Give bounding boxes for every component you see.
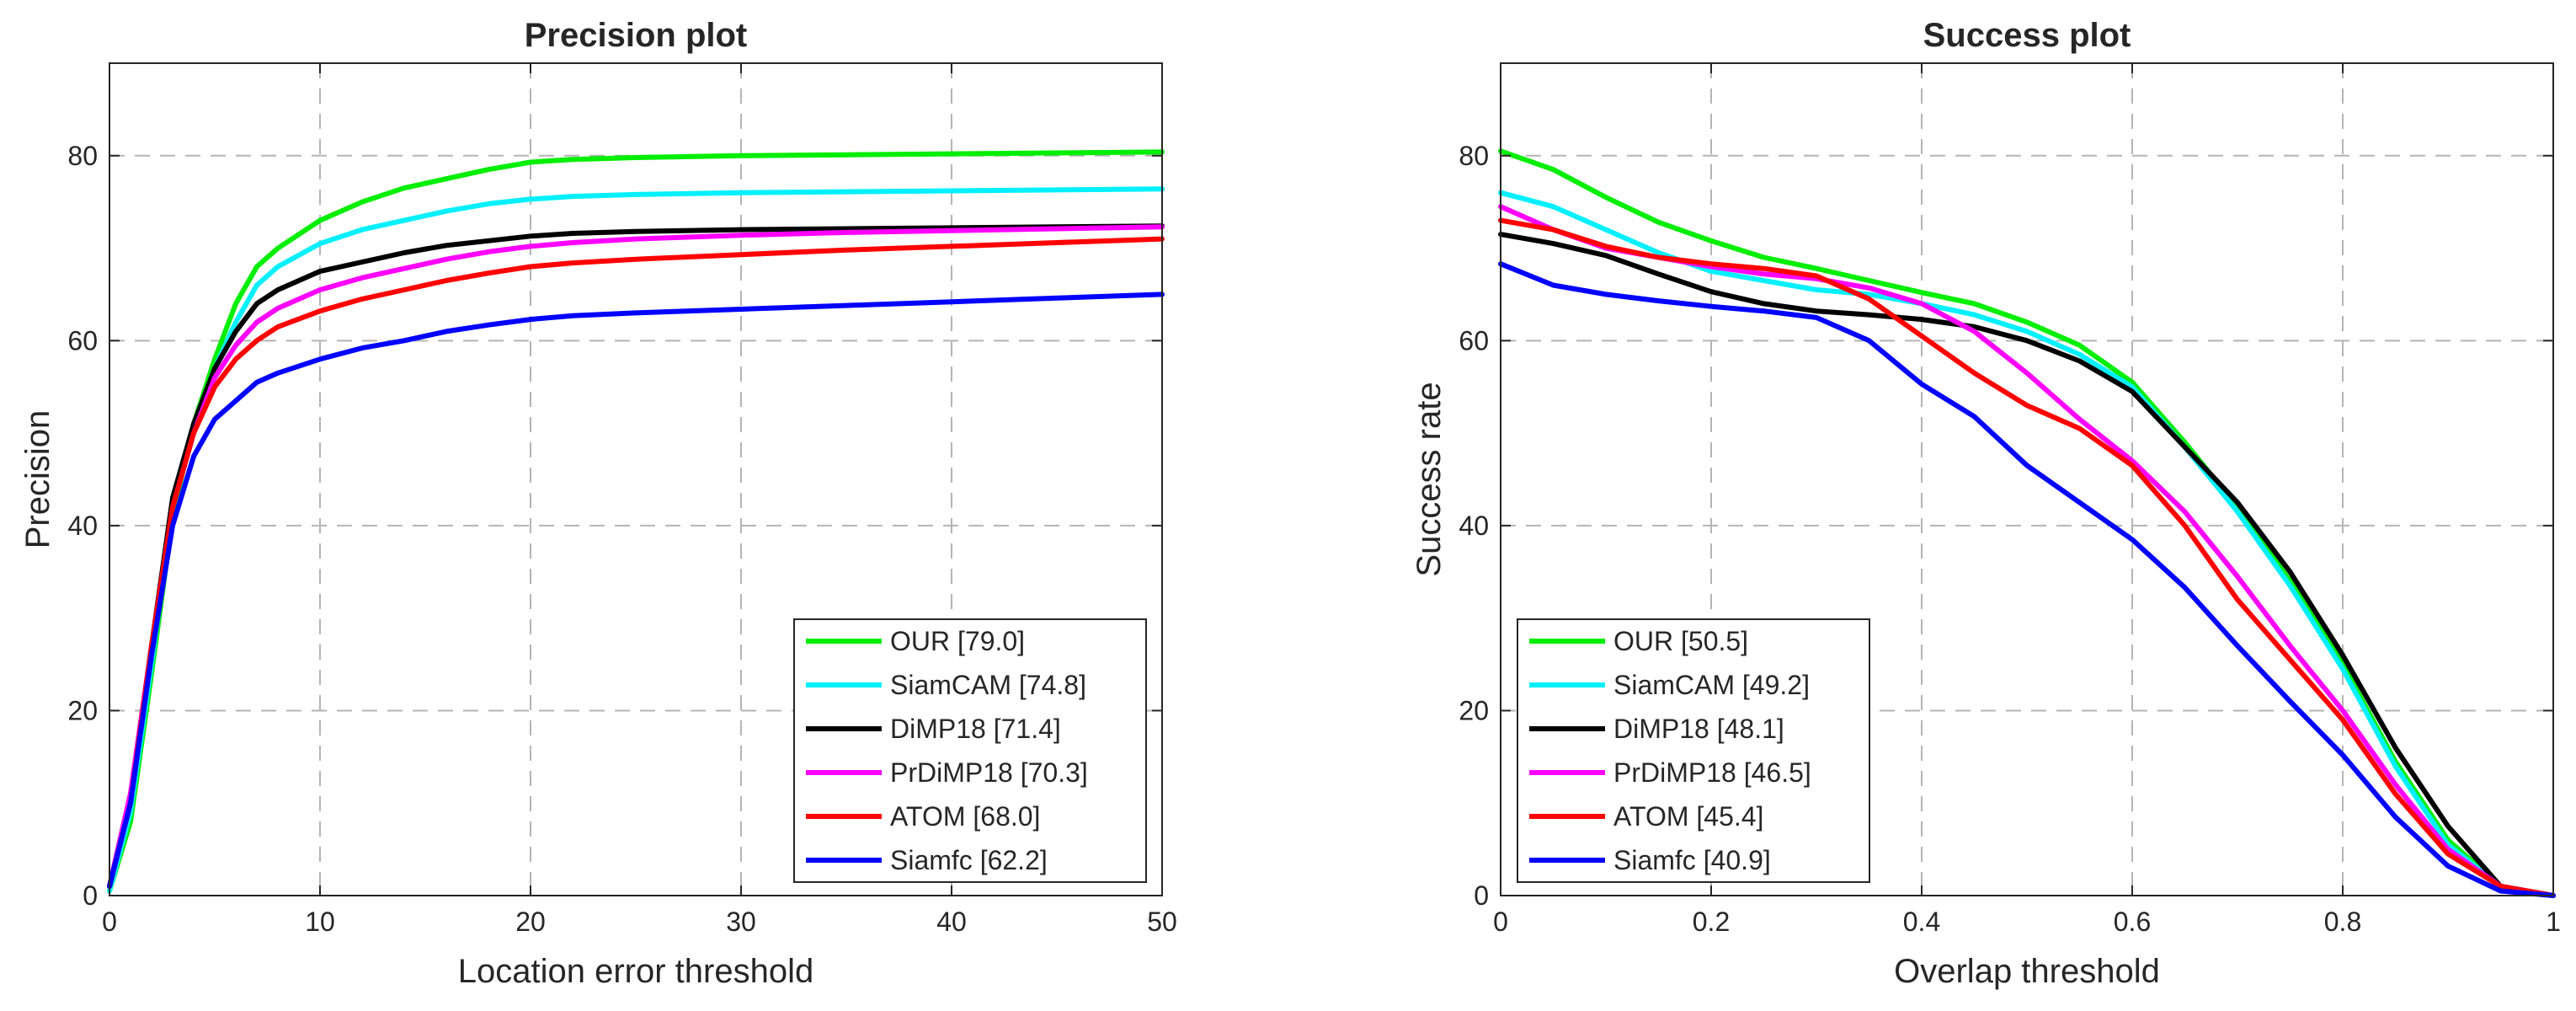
success-legend-label-4: ATOM [45.4] <box>1613 801 1763 832</box>
success-x-tick-label: 0 <box>1493 907 1508 937</box>
success-series-line-4 <box>1498 217 2556 898</box>
success-series-line-2 <box>1498 232 2556 898</box>
success-plot-panel: 0 0.2 0.4 0.6 0.8 1 0 20 40 60 80 Success plot Overl… <box>1411 17 2561 990</box>
success-y-tick-label: 0 <box>1474 880 1489 911</box>
success-x-tick-label: 1 <box>2546 907 2561 937</box>
success-legend-label-5: Siamfc [40.9] <box>1613 845 1771 875</box>
precision-legend: OUR [79.0] SiamCAM [74.8] DiMP18 [71.4] PrD… <box>793 618 1147 883</box>
precision-x-tick-label: 10 <box>305 907 335 937</box>
precision-x-tick-label: 50 <box>1147 907 1177 937</box>
precision-legend-label-0: OUR [79.0] <box>890 626 1025 656</box>
success-legend-label-0: OUR [50.5] <box>1613 626 1748 656</box>
precision-series-line-5 <box>107 292 1165 889</box>
precision-x-tick-label: 30 <box>726 907 756 937</box>
success-x-axis-label: Overlap threshold <box>1894 953 2160 990</box>
success-x-tick-label: 0.4 <box>1903 907 1940 937</box>
success-y-tick-label: 60 <box>1459 325 1489 356</box>
precision-y-tick-label: 20 <box>67 695 98 725</box>
success-y-tick-label: 80 <box>1459 141 1489 171</box>
precision-legend-label-2: DiMP18 [71.4] <box>890 714 1061 744</box>
success-x-tick-label: 0.8 <box>2324 907 2361 937</box>
precision-series-line-4 <box>107 236 1165 889</box>
success-series-line-5 <box>1498 261 2556 898</box>
success-axes-box <box>1500 62 2554 896</box>
precision-x-tick-label: 0 <box>102 907 117 937</box>
success-x-tick-label: 0.2 <box>1693 907 1730 937</box>
success-title: Success plot <box>1923 17 2131 54</box>
precision-legend-label-1: SiamCAM [74.8] <box>890 670 1086 700</box>
success-y-tick-label: 40 <box>1459 511 1489 541</box>
precision-axes-box <box>109 62 1163 896</box>
precision-legend-label-5: Siamfc [62.2] <box>890 845 1048 875</box>
precision-y-axis-label: Precision <box>19 410 56 549</box>
success-legend-box <box>1517 618 1870 883</box>
precision-y-tick-label: 40 <box>67 511 98 541</box>
precision-x-tick-label: 20 <box>515 907 546 937</box>
success-x-tick-label: 0.6 <box>2114 907 2151 937</box>
precision-legend-label-3: PrDiMP18 [70.3] <box>890 757 1088 788</box>
precision-y-tick-label: 60 <box>67 325 98 356</box>
precision-y-tick-label: 80 <box>67 141 98 171</box>
success-legend: OUR [50.5] SiamCAM [49.2] DiMP18 [48.1] PrD… <box>1517 618 1870 883</box>
precision-x-tick-label: 40 <box>936 907 967 937</box>
precision-y-tick-label: 0 <box>83 880 98 911</box>
success-legend-label-2: DiMP18 [48.1] <box>1613 714 1784 744</box>
precision-plot-panel: 0 10 20 30 40 50 0 20 40 60 80 Precision plot Locati… <box>19 17 1177 990</box>
precision-legend-box <box>793 618 1147 883</box>
precision-title: Precision plot <box>525 17 748 54</box>
precision-x-axis-label: Location error threshold <box>458 953 813 990</box>
success-legend-label-3: PrDiMP18 [46.5] <box>1613 757 1811 788</box>
precision-legend-label-4: ATOM [68.0] <box>890 801 1040 832</box>
success-y-axis-label: Success rate <box>1411 382 1448 576</box>
success-y-tick-label: 20 <box>1459 695 1489 725</box>
success-legend-label-1: SiamCAM [49.2] <box>1613 670 1810 700</box>
